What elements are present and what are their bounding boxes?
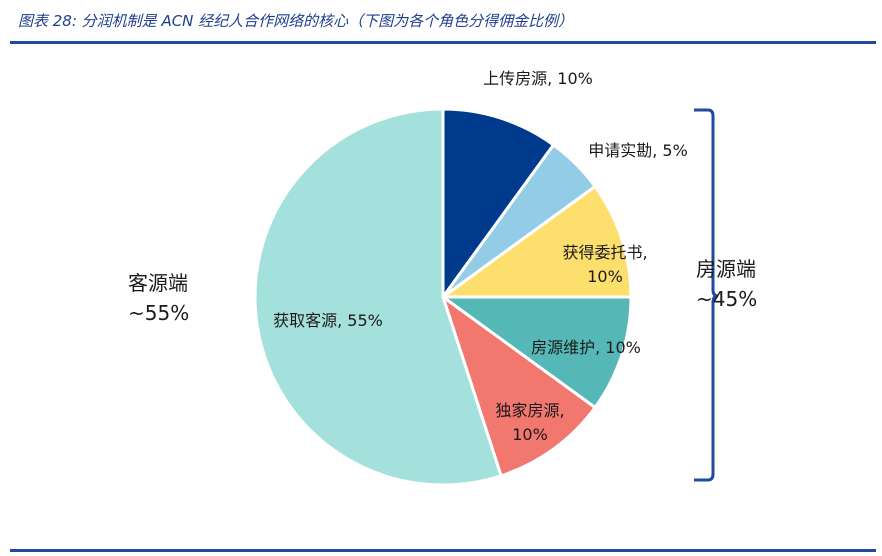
group-label-listing: 房源端 [696, 257, 756, 281]
pie-slice-6 [253, 107, 503, 487]
pie-slice-1 [441, 107, 556, 302]
group-label-client: 客源端 [128, 271, 188, 295]
group-share-client: ~55% [128, 301, 189, 325]
group-bracket [694, 108, 719, 482]
slice-label-3: 获得委托书, 10% [562, 243, 647, 286]
slice-label-4: 房源维护, 10% [531, 338, 641, 357]
slice-label-6: 获取客源, 55% [273, 311, 383, 330]
slice-label-2: 申请实勘, 5% [588, 141, 688, 160]
figure-title: 图表 28: 分润机制是 ACN 经纪人合作网络的核心（下图为各个角色分得佣金比… [18, 12, 574, 30]
title-divider [10, 41, 876, 44]
bottom-divider [10, 549, 876, 552]
pie-slice-3 [438, 184, 633, 299]
group-share-listing: ~45% [696, 287, 757, 311]
pie-slice-5 [440, 293, 598, 478]
slice-labels: 上传房源, 10% 申请实勘, 5% 获得委托书, 10% 房源维护, 10% 独家房源,… [273, 69, 688, 444]
pie-slices [253, 107, 633, 487]
slice-label-1: 上传房源, 10% [483, 69, 593, 88]
pie-slice-4 [438, 295, 633, 410]
slice-label-5: 独家房源, 10% [495, 401, 564, 444]
